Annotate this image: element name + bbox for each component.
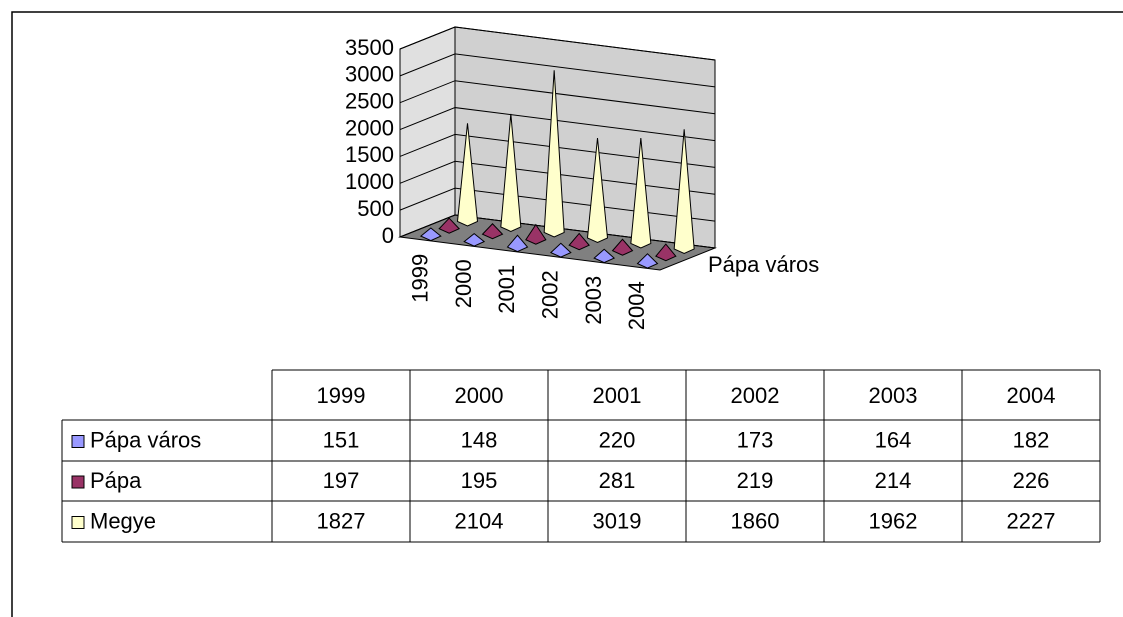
grid-line (399, 26, 716, 61)
cone (636, 253, 659, 269)
table-header: 2000 (455, 383, 504, 408)
table-cell: 151 (323, 427, 360, 452)
cone (630, 137, 652, 249)
cone (419, 227, 442, 242)
y-tick-label: 2500 (345, 89, 394, 114)
y-tick-label: 1500 (345, 142, 394, 167)
grid-line (399, 53, 716, 88)
cone (506, 234, 529, 253)
cone (549, 242, 572, 258)
table-cell: 219 (737, 468, 774, 493)
legend-label: Pápa város (90, 427, 201, 452)
y-tick-label: 2000 (345, 115, 394, 140)
x-tick-label: 2004 (624, 281, 649, 330)
side-wall (399, 26, 456, 238)
grid-line (399, 107, 716, 142)
table-cell: 197 (323, 468, 360, 493)
legend-label: Pápa (90, 468, 142, 493)
grid-line (399, 80, 716, 115)
table-header: 1999 (317, 383, 366, 408)
cone (593, 248, 616, 264)
cone (673, 129, 695, 254)
cone (543, 70, 565, 238)
legend-key (71, 435, 85, 448)
table-cell: 3019 (593, 508, 642, 533)
grid-line (399, 187, 716, 222)
x-tick-label: 2001 (494, 265, 519, 314)
table-cell: 1860 (731, 508, 780, 533)
x-tick-label: 2000 (451, 259, 476, 308)
table-header: 2003 (869, 383, 918, 408)
table-header: 2001 (593, 383, 642, 408)
table-cell: 148 (461, 427, 498, 452)
table-cell: 173 (737, 427, 774, 452)
table-cell: 1962 (869, 508, 918, 533)
y-tick-label: 0 (382, 223, 394, 248)
cone (456, 123, 479, 227)
cone (481, 223, 504, 240)
legend-label: Megye (90, 508, 156, 533)
back-wall (454, 26, 716, 249)
table-cell: 220 (599, 427, 636, 452)
cone (586, 137, 609, 243)
x-tick-label: 2002 (537, 270, 562, 319)
table-cell: 164 (875, 427, 912, 452)
cone (655, 243, 677, 262)
cone (611, 238, 634, 256)
table-cell: 2104 (455, 508, 504, 533)
grid-line (399, 133, 716, 168)
table-header: 2002 (731, 383, 780, 408)
y-tick-label: 500 (357, 196, 394, 221)
table-cell: 214 (875, 468, 912, 493)
table-cell: 1827 (317, 508, 366, 533)
cone (463, 232, 486, 247)
cone (568, 232, 590, 251)
table-cell: 182 (1013, 427, 1050, 452)
x-tick-label: 2003 (581, 276, 606, 325)
depth-label: Pápa város (708, 252, 819, 277)
y-tick-label: 1000 (345, 169, 394, 194)
y-tick-label: 3000 (345, 62, 394, 87)
legend-key (71, 475, 85, 489)
legend-key (71, 516, 85, 529)
table-cell: 281 (599, 468, 636, 493)
cone (525, 223, 547, 245)
cone (500, 113, 522, 232)
table-header: 2004 (1007, 383, 1056, 408)
frame (11, 11, 1123, 617)
grid-line (399, 214, 716, 249)
table-cell: 195 (461, 468, 498, 493)
grid-line (399, 160, 716, 195)
x-tick-label: 1999 (407, 254, 432, 303)
y-tick-label: 3500 (345, 35, 394, 60)
table-cell: 2227 (1007, 508, 1056, 533)
cone (438, 217, 461, 234)
table-cell: 226 (1013, 468, 1050, 493)
